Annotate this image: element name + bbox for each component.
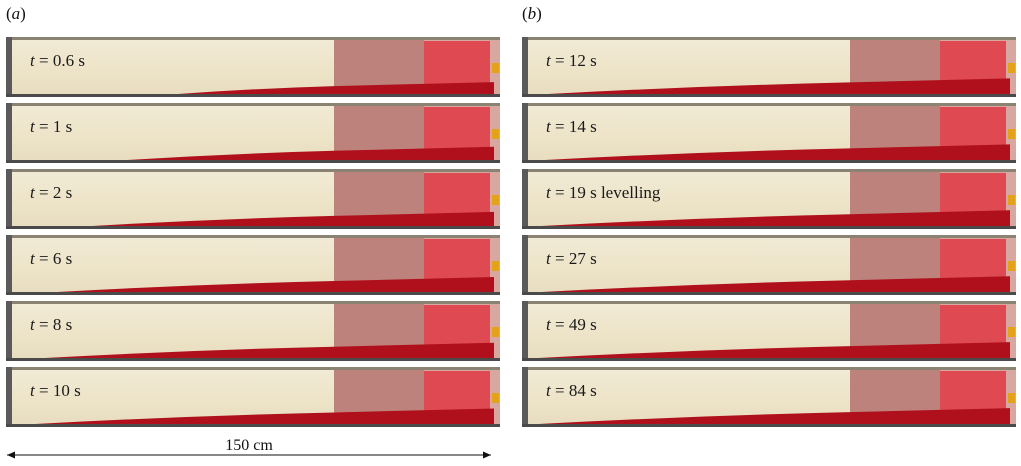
gravity-current: [127, 146, 495, 160]
time-label: t = 27 s: [546, 249, 597, 268]
tank-photo: [522, 169, 1016, 229]
time-label: t = 19 s levelling: [546, 183, 661, 202]
panel-label-a: (a): [6, 4, 26, 23]
photo-frame: t = 0.6 s: [6, 37, 500, 97]
photo-frame: t = 1 s: [6, 103, 500, 163]
time-label: t = 8 s: [30, 315, 73, 334]
time-label: t = 2 s: [30, 183, 73, 202]
photo-frame: t = 6 s: [6, 235, 500, 295]
photo-frame: t = 49 s: [522, 301, 1016, 361]
gravity-current: [44, 342, 495, 358]
tank-photo: [522, 103, 1016, 163]
gravity-current: [57, 277, 495, 292]
scale-bar: 150 cm: [4, 437, 494, 461]
photo-frame: t = 12 s: [522, 37, 1016, 97]
gravity-current: [544, 144, 1010, 160]
photo-frame: t = 19 s levelling: [522, 169, 1016, 229]
tank-photo: [522, 367, 1016, 427]
panel-a: t = 0.6 s t = 1 s t = 2 s t = 6 s t = 8 s t =…: [6, 37, 500, 433]
photo-frame: t = 2 s: [6, 169, 500, 229]
tank-photo: [522, 37, 1016, 97]
tank-photo: [6, 301, 500, 361]
gravity-current: [541, 276, 1010, 292]
time-label: t = 10 s: [30, 381, 81, 400]
tank-photo: [6, 235, 500, 295]
gravity-current: [178, 82, 494, 94]
gravity-current: [92, 211, 494, 226]
photo-frame: t = 8 s: [6, 301, 500, 361]
scale-label: 150 cm: [225, 437, 273, 454]
time-label: t = 49 s: [546, 315, 597, 334]
gravity-current: [541, 210, 1010, 226]
time-label: t = 84 s: [546, 381, 597, 400]
tank-photo: [522, 235, 1016, 295]
gravity-current: [538, 342, 1010, 358]
tank-photo: [6, 367, 500, 427]
scale-arrow: [7, 451, 491, 459]
tank-photo: [522, 301, 1016, 361]
gravity-current: [35, 408, 494, 424]
time-label: t = 12 s: [546, 51, 597, 70]
tank-photo: [6, 169, 500, 229]
time-label: t = 6 s: [30, 249, 73, 268]
photo-frame: t = 27 s: [522, 235, 1016, 295]
photo-frame: t = 10 s: [6, 367, 500, 427]
tank-photo: [6, 103, 500, 163]
time-label: t = 14 s: [546, 117, 597, 136]
time-label: t = 0.6 s: [30, 51, 85, 70]
photo-frame: t = 84 s: [522, 367, 1016, 427]
photo-frame: t = 14 s: [522, 103, 1016, 163]
gravity-current: [538, 408, 1010, 424]
panel-label-b: (b): [522, 4, 542, 23]
time-label: t = 1 s: [30, 117, 73, 136]
gravity-current: [547, 78, 1010, 94]
tank-photo: [6, 37, 500, 97]
panel-b: t = 12 s t = 14 s t = 19 s levelling t = 27…: [522, 37, 1016, 433]
